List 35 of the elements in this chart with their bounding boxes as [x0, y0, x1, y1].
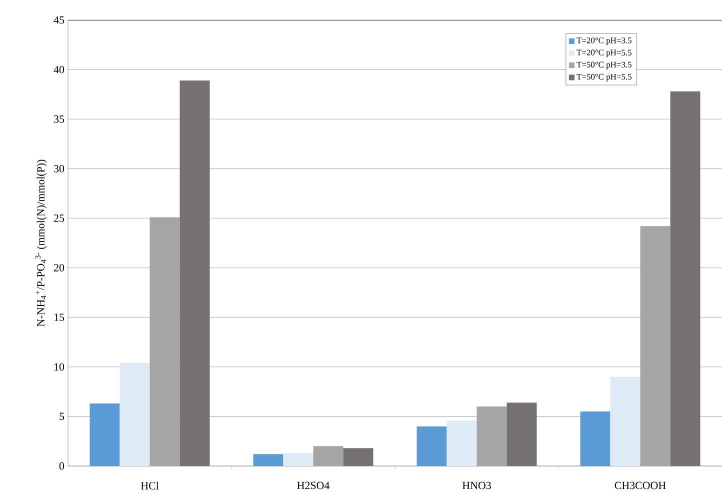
bar [90, 404, 120, 466]
bar [343, 448, 374, 466]
y-tick-label: 25 [54, 214, 64, 222]
y-tick-label: 0 [59, 462, 64, 470]
y-tick-label: 45 [54, 16, 64, 24]
legend-label: T=50°C pH=3.5 [576, 62, 632, 70]
y-tick-label: 30 [54, 164, 64, 172]
bar [476, 406, 507, 466]
x-tick-label: HCl [140, 482, 159, 490]
bar [313, 446, 344, 466]
y-tick-label: 35 [54, 115, 64, 123]
y-tick-label: 10 [54, 363, 64, 371]
legend-label: T=20°C pH=5.5 [576, 50, 632, 58]
bar [640, 226, 670, 466]
legend-label: T=20°C pH=3.5 [576, 38, 632, 45]
legend-label: T=50°C pH=5.5 [576, 74, 632, 82]
bar [180, 80, 210, 466]
y-tick-label: 40 [54, 66, 64, 74]
bar [670, 91, 700, 466]
bar [610, 376, 640, 466]
bar [283, 453, 314, 466]
bar [416, 426, 447, 466]
x-tick-label: CH3COOH [614, 482, 666, 490]
y-tick-label: 20 [54, 264, 64, 272]
bar [506, 402, 537, 466]
bar [446, 420, 477, 466]
x-tick-label: H2SO4 [297, 482, 330, 490]
bar [120, 362, 150, 466]
bar [580, 411, 610, 466]
y-tick-label: 5 [60, 412, 64, 420]
bar [253, 454, 284, 466]
bar [150, 217, 180, 466]
y-tick-label: 15 [54, 314, 64, 322]
x-tick-label: HNO3 [462, 482, 491, 490]
y-axis-title: N-NH$_{4}$$^{+}$/P-PO$_{4}$$^{3-}$ (mmol(N)/mmol(P)) [35, 160, 47, 326]
